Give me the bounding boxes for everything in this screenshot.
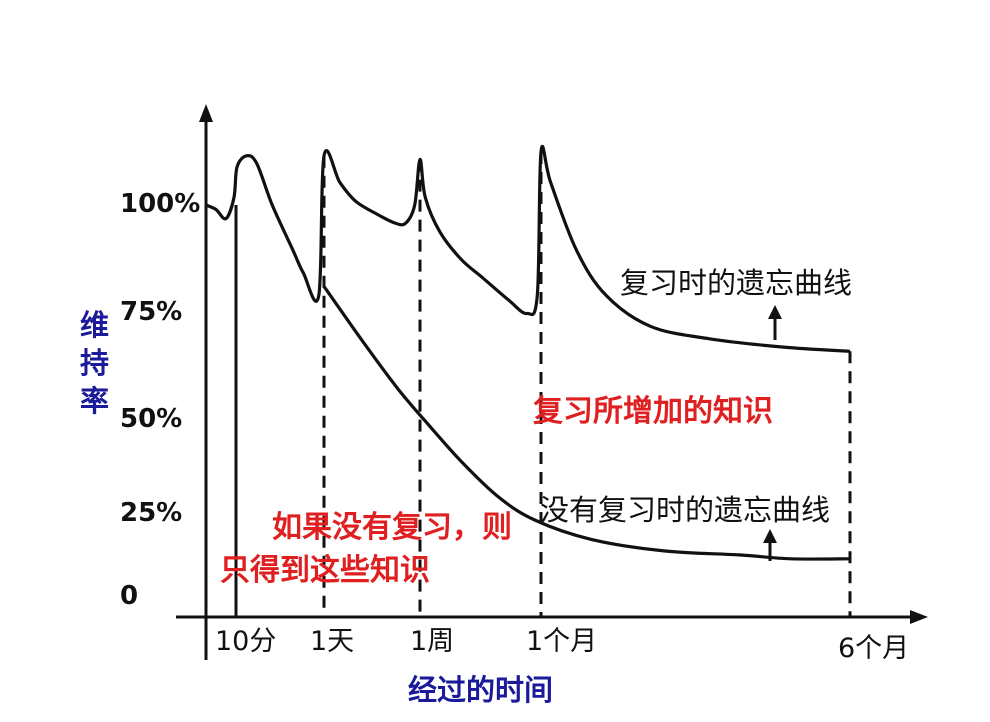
no-review-curve-line (322, 285, 851, 561)
y-axis-title: 维持率 (80, 308, 109, 418)
annotation-review-curve: 复习时的遗忘曲线 (620, 266, 852, 300)
x-tick-label: 6个月 (838, 633, 909, 664)
y-tick-label: 100% (120, 189, 200, 219)
y-axis-arrow (199, 104, 213, 122)
annotation-no-review-curve: 没有复习时的遗忘曲线 (540, 493, 830, 527)
x-tick-label: 1周 (410, 626, 454, 657)
y-tick-label: 25% (120, 498, 182, 528)
x-axis-arrow (910, 610, 928, 624)
x-tick-label: 1个月 (526, 626, 597, 657)
x-axis-title: 经过的时间 (408, 673, 553, 707)
curves (205, 144, 851, 561)
svg-text:维持率: 维持率 (80, 308, 109, 418)
x-tick-label: 1天 (310, 626, 354, 657)
pointer-arrow-no-review (763, 529, 777, 561)
annotation-added-knowledge: 复习所增加的知识 (533, 394, 773, 429)
y-tick-label: 75% (120, 297, 182, 327)
annotation-no-review-result-line2: 只得到这些知识 (220, 553, 430, 588)
y-tick-label: 50% (120, 404, 182, 434)
x-tick-label: 10分 (215, 626, 276, 657)
y-tick-label: 0 (120, 581, 138, 611)
annotation-no-review-result-line1: 如果没有复习，则 (272, 510, 512, 545)
pointer-arrow-review (768, 305, 782, 340)
review-curve-line (205, 144, 851, 353)
time-marker-lines (234, 152, 852, 617)
